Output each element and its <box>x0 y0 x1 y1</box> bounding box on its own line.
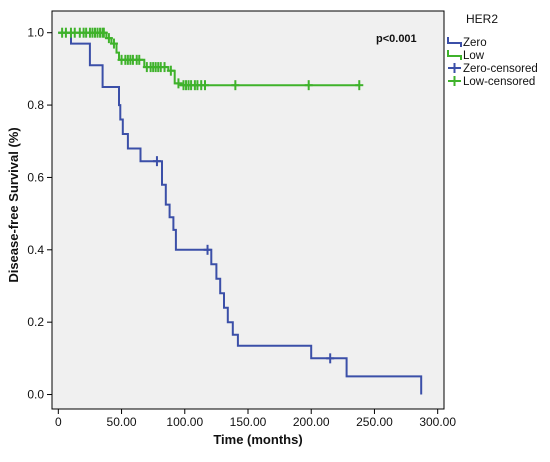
censor-mark-low <box>104 33 113 44</box>
censor-mark-zero <box>203 244 212 255</box>
y-tick-label: 0.0 <box>27 388 44 402</box>
legend-item: Low <box>447 50 485 62</box>
legend-label: Low <box>463 50 485 62</box>
series-line-zero <box>58 31 423 395</box>
p-value-annotation: p<0.001 <box>376 33 417 45</box>
legend-label: Zero <box>463 37 487 49</box>
censor-mark-low <box>355 80 364 91</box>
plot-area <box>51 10 445 410</box>
censor-mark-zero <box>152 156 161 167</box>
axis-layer: 0 50.00 100.00 150.00 200.00 250.00 300.00 0.0 0… <box>27 26 456 429</box>
x-tick-label: 250.00 <box>356 415 393 429</box>
x-axis-title: Time (months) <box>213 432 302 447</box>
y-tick-label: 0.2 <box>27 315 44 329</box>
censor-mark-low <box>160 62 169 73</box>
censor-mark-low <box>166 65 175 76</box>
legend-label: Zero-censored <box>463 63 538 75</box>
legend-item: Low-censored <box>448 76 535 88</box>
censor-mark-low <box>231 80 240 91</box>
y-tick-label: 0.4 <box>27 243 44 257</box>
x-tick-label: 0 <box>55 415 62 429</box>
x-tick-label: 100.00 <box>166 415 203 429</box>
legend-label: Low-censored <box>463 76 535 88</box>
legend-title: HER2 <box>466 12 498 26</box>
x-tick-label: 200.00 <box>293 415 330 429</box>
censor-mark-low <box>135 54 144 65</box>
series-layer <box>58 27 423 395</box>
legend-item: Zero <box>447 37 487 49</box>
x-tick-label: 150.00 <box>230 415 267 429</box>
x-tick-label: 50.00 <box>107 415 137 429</box>
y-axis-title: Disease-free Survival (%) <box>6 127 21 282</box>
y-tick-label: 0.8 <box>27 98 44 112</box>
censor-mark-low <box>174 78 183 89</box>
censor-mark-zero <box>326 353 335 364</box>
y-tick-label: 0.6 <box>27 170 44 184</box>
x-tick-label: 300.00 <box>419 415 456 429</box>
censor-mark-low <box>201 80 210 91</box>
legend-item: Zero-censored <box>448 63 538 75</box>
y-tick-label: 1.0 <box>27 26 44 40</box>
censor-mark-low <box>99 27 108 38</box>
censor-mark-low <box>304 80 313 91</box>
censor-mark-low <box>109 38 118 49</box>
